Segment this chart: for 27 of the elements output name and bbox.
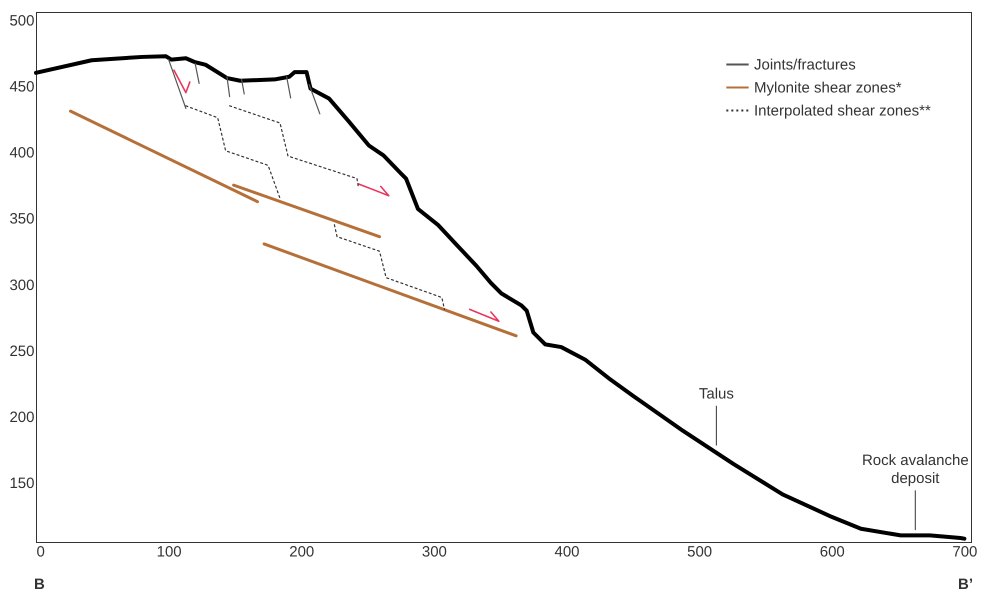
x-tick-label: 400 [554,544,580,560]
annotation: Talus [698,386,734,403]
y-tick-label: 400 [9,144,34,162]
y-tick-label: 250 [9,342,34,360]
line-series [34,54,966,541]
legend-label: Interpolated shear zones** [754,102,931,120]
x-tick-label: 600 [820,544,845,560]
line-series [334,224,446,310]
x-tick-label: 0 [36,544,45,560]
line-series [185,105,281,199]
y-tick-label: 500 [9,12,34,30]
legend-label: Joints/fractures [754,56,856,74]
y-tick-label: 450 [9,78,34,96]
legend-label: Mylonite shear zones* [754,80,902,96]
x-tick-label: 200 [289,544,314,560]
y-tick-label: 300 [9,276,34,294]
text: B’ [958,576,973,593]
annotation: Rock avalanche deposit [862,452,969,488]
x-tick-label: 500 [687,544,712,560]
y-tick-label: 150 [9,475,34,492]
x-tick-label: 700 [952,544,978,560]
line-series [229,105,359,188]
y-tick-label: 350 [9,210,34,228]
x-tick-label: 100 [156,544,182,560]
x-tick-label: 300 [422,544,447,560]
y-tick-label: 200 [9,408,34,426]
text: B [34,576,45,593]
